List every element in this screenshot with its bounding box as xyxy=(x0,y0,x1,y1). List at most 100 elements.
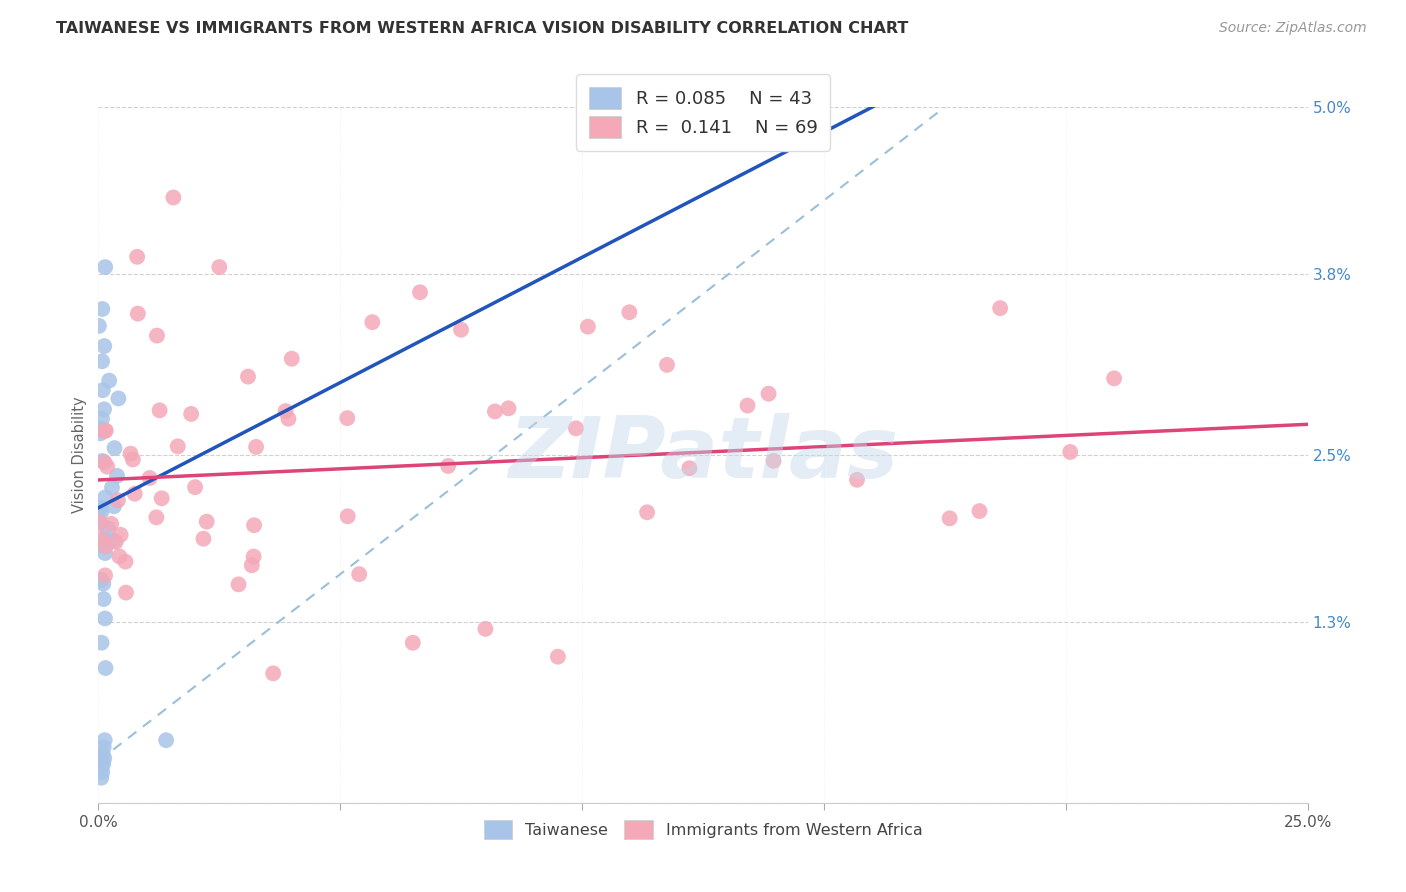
Point xyxy=(762,454,785,468)
Text: ZIPatlas: ZIPatlas xyxy=(508,413,898,497)
Point xyxy=(145,510,167,524)
Point xyxy=(166,439,188,453)
Point xyxy=(243,518,266,533)
Point xyxy=(97,521,120,535)
Point xyxy=(103,500,125,514)
Point xyxy=(162,190,184,204)
Point xyxy=(104,534,127,549)
Point xyxy=(93,751,115,765)
Point xyxy=(184,480,207,494)
Point xyxy=(280,351,302,366)
Point xyxy=(94,611,117,625)
Point xyxy=(91,412,114,426)
Point xyxy=(91,756,114,771)
Point xyxy=(94,532,117,546)
Point xyxy=(146,328,169,343)
Point xyxy=(110,528,132,542)
Point xyxy=(195,515,218,529)
Point xyxy=(98,374,121,388)
Point xyxy=(988,301,1011,315)
Point xyxy=(498,401,520,416)
Point xyxy=(484,404,506,418)
Point xyxy=(93,402,115,417)
Point xyxy=(758,386,780,401)
Point xyxy=(619,305,641,319)
Point xyxy=(737,399,759,413)
Point xyxy=(89,515,111,529)
Point xyxy=(91,454,114,468)
Point xyxy=(336,509,359,524)
Point xyxy=(90,761,112,775)
Point xyxy=(87,318,110,333)
Point xyxy=(90,771,112,785)
Point xyxy=(565,421,588,435)
Point xyxy=(89,426,111,441)
Point xyxy=(347,567,370,582)
Point xyxy=(90,504,112,518)
Point xyxy=(94,546,117,560)
Point xyxy=(576,319,599,334)
Point xyxy=(107,392,129,406)
Point xyxy=(240,558,263,573)
Point xyxy=(93,339,115,353)
Point xyxy=(208,260,231,274)
Point xyxy=(846,473,869,487)
Point xyxy=(94,491,117,505)
Point xyxy=(93,592,115,607)
Text: Source: ZipAtlas.com: Source: ZipAtlas.com xyxy=(1219,21,1367,35)
Point xyxy=(87,539,110,553)
Point xyxy=(127,250,149,264)
Point xyxy=(94,424,117,438)
Point xyxy=(101,481,124,495)
Point xyxy=(138,471,160,485)
Point xyxy=(94,424,117,438)
Point xyxy=(127,307,149,321)
Point xyxy=(91,354,114,368)
Point xyxy=(180,407,202,421)
Point xyxy=(262,666,284,681)
Point xyxy=(115,585,138,599)
Point xyxy=(94,568,117,582)
Point xyxy=(402,636,425,650)
Point xyxy=(547,649,569,664)
Point xyxy=(90,754,112,768)
Point xyxy=(94,540,117,554)
Point xyxy=(93,576,115,591)
Point xyxy=(89,516,111,530)
Point xyxy=(450,323,472,337)
Point xyxy=(94,260,117,274)
Point xyxy=(361,315,384,329)
Point xyxy=(93,740,115,755)
Point xyxy=(1059,445,1081,459)
Point xyxy=(90,531,112,545)
Point xyxy=(236,369,259,384)
Point xyxy=(228,577,250,591)
Text: TAIWANESE VS IMMIGRANTS FROM WESTERN AFRICA VISION DISABILITY CORRELATION CHART: TAIWANESE VS IMMIGRANTS FROM WESTERN AFR… xyxy=(56,21,908,36)
Point xyxy=(100,516,122,531)
Point xyxy=(474,622,496,636)
Point xyxy=(105,468,128,483)
Y-axis label: Vision Disability: Vision Disability xyxy=(72,397,87,513)
Point xyxy=(242,549,264,564)
Point xyxy=(89,500,111,515)
Point xyxy=(124,486,146,500)
Point xyxy=(90,573,112,587)
Point xyxy=(150,491,173,506)
Point xyxy=(96,459,118,474)
Point xyxy=(103,441,125,455)
Point xyxy=(91,747,114,761)
Point xyxy=(409,285,432,300)
Point xyxy=(678,461,700,475)
Point xyxy=(91,765,114,780)
Point xyxy=(149,403,172,417)
Point xyxy=(1102,371,1125,385)
Point xyxy=(91,301,114,316)
Point xyxy=(969,504,991,518)
Point xyxy=(437,458,460,473)
Point xyxy=(107,493,129,508)
Point xyxy=(87,504,110,518)
Legend: Taiwanese, Immigrants from Western Africa: Taiwanese, Immigrants from Western Afric… xyxy=(475,812,931,847)
Point xyxy=(114,555,136,569)
Point xyxy=(655,358,678,372)
Point xyxy=(274,404,297,418)
